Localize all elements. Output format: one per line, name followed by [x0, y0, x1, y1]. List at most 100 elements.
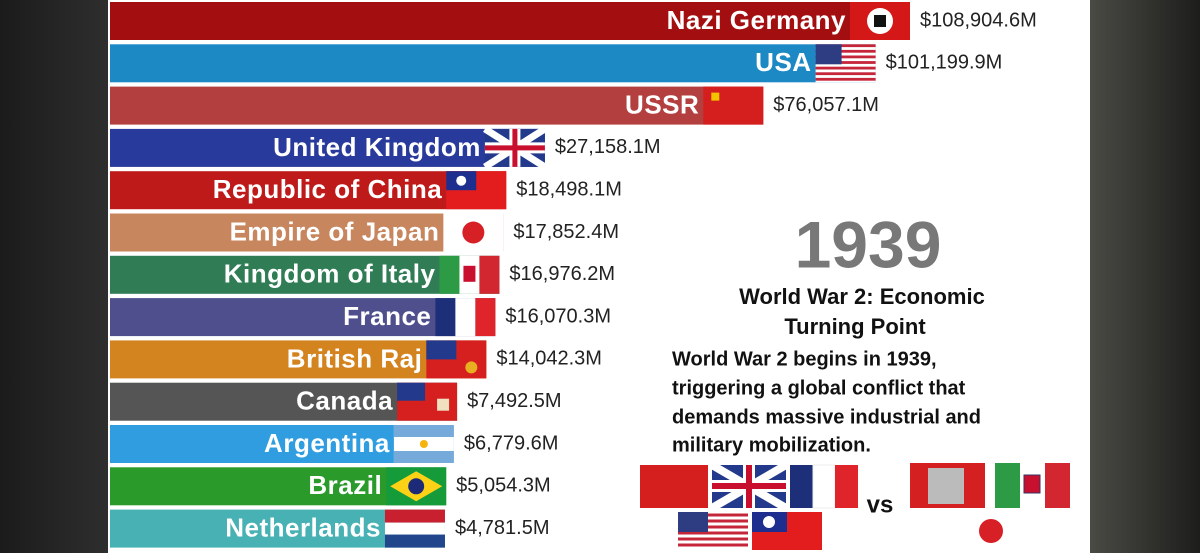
value-label: $17,852.4M: [513, 221, 619, 243]
flag-part: [435, 298, 456, 337]
flag-part: [419, 440, 428, 448]
flag-part: [815, 44, 842, 65]
axis-flags: [910, 463, 1070, 550]
body-text: World War 2 begins in 1939,: [672, 348, 937, 370]
flag: [483, 125, 547, 170]
heading: World War 2: Economic: [739, 284, 985, 309]
flag-part: [763, 516, 775, 528]
bar: [110, 340, 487, 379]
flag-part: [678, 513, 748, 547]
flag-part: [437, 398, 450, 411]
bar: [110, 255, 500, 294]
flag: [386, 467, 447, 506]
flag: [812, 464, 836, 509]
flag: [393, 425, 454, 463]
flag: [835, 465, 858, 508]
flag-part: [815, 61, 876, 64]
value-label: $101,199.9M: [886, 52, 1003, 74]
flag-part: [815, 49, 876, 53]
flag-part: [479, 255, 500, 294]
bar: [110, 298, 496, 337]
flag: [640, 465, 708, 508]
category-label: Netherlands: [225, 512, 381, 542]
value-label: $27,158.1M: [555, 136, 661, 158]
side-panel: [0, 0, 108, 553]
value-label: $16,070.3M: [505, 305, 611, 327]
flag-part: [426, 340, 457, 360]
category-label: Kingdom of Italy: [224, 259, 436, 289]
bar: [110, 171, 507, 210]
flag-part: [397, 382, 426, 401]
flag-part: [384, 509, 445, 523]
flag: [435, 298, 496, 337]
flag-part: [475, 298, 496, 337]
value-label: $76,057.1M: [773, 94, 879, 116]
flag-part: [815, 44, 876, 48]
flag: [384, 509, 445, 548]
flag-part: [465, 361, 478, 374]
flag-part: [456, 175, 467, 186]
flag-part: [712, 465, 786, 508]
flag: [439, 255, 500, 294]
flag: [703, 86, 764, 125]
body-text: triggering a global conflict that: [672, 377, 966, 399]
flag: [446, 171, 507, 210]
value-label: $14,042.3M: [496, 348, 602, 370]
value-label: $7,492.5M: [467, 390, 562, 412]
value-label: $4,781.5M: [455, 517, 550, 539]
flag-part: [815, 77, 876, 81]
bar: [110, 128, 545, 167]
flag-part: [462, 221, 485, 244]
flag-part: [463, 265, 476, 282]
flag-part: [874, 15, 886, 27]
year: 1939: [795, 207, 942, 281]
value-label: $16,976.2M: [509, 263, 615, 285]
side-panel: [1090, 0, 1200, 553]
flag-part: [815, 66, 876, 70]
body-text: military mobilization.: [672, 434, 871, 456]
flag-part: [384, 522, 445, 535]
flag-part: [928, 468, 964, 504]
flag-part: [393, 451, 454, 463]
value-label: $5,054.3M: [456, 475, 551, 497]
flag: [443, 213, 504, 252]
category-label: United Kingdom: [273, 132, 481, 162]
category-label: Nazi Germany: [667, 5, 846, 35]
bar: [110, 2, 910, 40]
flag-part: [393, 425, 454, 437]
flag: [1045, 463, 1070, 508]
flag-part: [979, 519, 1003, 543]
flag-part: [703, 86, 764, 125]
category-label: Canada: [296, 386, 393, 416]
flag-part: [408, 478, 425, 495]
flag-part: [1023, 474, 1041, 494]
versus: vs: [867, 491, 894, 518]
category-label: France: [343, 301, 431, 331]
bar: [110, 44, 876, 83]
heading: Turning Point: [784, 314, 926, 339]
flag: [850, 2, 910, 40]
flag-part: [711, 92, 720, 101]
value-label: $108,904.6M: [920, 9, 1037, 31]
flag-part: [455, 298, 476, 337]
category-label: Empire of Japan: [230, 216, 440, 246]
value-label: $6,779.6M: [464, 432, 559, 454]
category-label: Argentina: [264, 428, 390, 458]
flag-part: [815, 72, 876, 76]
flag: [397, 382, 458, 421]
flag-part: [815, 55, 876, 59]
category-label: British Raj: [287, 343, 423, 373]
flag-part: [484, 128, 545, 167]
category-label: USSR: [625, 89, 699, 119]
flag: [790, 465, 813, 508]
flag: [426, 340, 487, 379]
category-label: USA: [755, 47, 811, 77]
flag: [995, 463, 1020, 508]
flag: [815, 44, 876, 83]
bar: [110, 213, 504, 252]
category-label: Brazil: [308, 470, 382, 500]
bar: [110, 86, 764, 125]
body-text: demands massive industrial and: [672, 406, 981, 428]
